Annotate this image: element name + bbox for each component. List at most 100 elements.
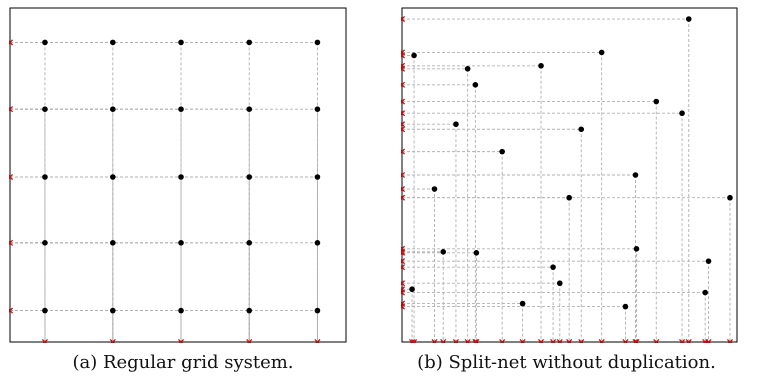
regular-grid-plot [9, 7, 347, 343]
x-axis-split-marker [632, 338, 639, 343]
x-marker-stroke [599, 338, 605, 343]
y-axis-split-marker [401, 65, 406, 72]
data-point [566, 194, 572, 201]
data-point [499, 148, 505, 155]
data-points [42, 39, 321, 314]
data-point [178, 174, 184, 180]
x-axis-split-marker [685, 338, 692, 343]
x-marker-stroke [551, 338, 557, 343]
data-point [42, 39, 48, 46]
x-axis-split-marker [633, 338, 640, 343]
y-axis-split-marker [401, 110, 406, 117]
y-axis-split-marker [9, 106, 14, 113]
x-marker-stroke [401, 245, 406, 251]
x-marker-stroke [401, 289, 406, 295]
y-axis-split-marker [401, 15, 406, 23]
x-marker-stroke [401, 52, 406, 58]
x-axis-split-marker [473, 338, 480, 343]
data-point [178, 240, 184, 246]
x-marker-stroke [9, 307, 14, 313]
x-marker-stroke [728, 338, 734, 343]
x-marker-stroke [9, 173, 14, 179]
x-marker-stroke [9, 39, 14, 45]
data-point [110, 307, 116, 314]
x-marker-stroke [401, 98, 406, 104]
y-axis-split-marker [401, 289, 406, 296]
y-axis-split-marker [9, 173, 14, 181]
x-marker-stroke [401, 121, 406, 127]
data-point [727, 194, 733, 201]
x-axis-split-marker [411, 338, 418, 343]
x-marker-stroke [401, 248, 406, 254]
data-point [314, 240, 321, 246]
data-point [42, 174, 48, 180]
x-marker-stroke [9, 106, 14, 112]
x-marker-stroke [401, 185, 406, 191]
y-axis-split-marker [401, 249, 406, 256]
plot-frame [9, 7, 347, 343]
x-axis-split-marker [566, 338, 573, 343]
x-axis-split-marker [246, 338, 253, 343]
x-marker-stroke [623, 338, 629, 343]
data-point [110, 174, 116, 180]
data-points [409, 16, 733, 310]
x-marker-stroke [9, 239, 14, 245]
guide-lines [402, 18, 731, 342]
x-axis-split-marker [705, 338, 712, 343]
x-axis-split-marker [464, 338, 471, 343]
data-point [178, 307, 184, 314]
x-axis-split-marker [452, 338, 459, 343]
y-axis-split-marker [401, 52, 406, 59]
x-marker-stroke [706, 338, 712, 343]
y-axis-split-marker [9, 239, 14, 246]
x-marker-stroke [500, 338, 506, 343]
x-marker-stroke [401, 258, 406, 264]
x-marker-stroke [654, 338, 660, 343]
x-marker-stroke [474, 338, 480, 343]
x-marker-stroke [633, 338, 639, 343]
x-axis-split-marker [556, 338, 563, 343]
data-point [178, 39, 184, 46]
axis-markers [9, 39, 321, 343]
x-axis-split-marker [519, 338, 526, 343]
x-marker-stroke [473, 338, 479, 343]
split-net-plot [401, 7, 738, 343]
x-axis-split-marker [314, 338, 321, 343]
x-marker-stroke [401, 303, 406, 309]
data-point [314, 106, 321, 113]
x-axis-split-marker [41, 338, 49, 343]
data-point [246, 174, 253, 180]
x-marker-stroke [401, 81, 406, 87]
y-axis-split-marker [401, 280, 406, 287]
data-point [110, 106, 116, 113]
x-marker-stroke [401, 249, 406, 255]
x-marker-stroke [401, 264, 406, 270]
x-axis-split-marker [499, 338, 506, 343]
y-axis-split-marker [401, 248, 406, 255]
panel-split-net [401, 7, 738, 343]
data-point [538, 62, 544, 69]
x-marker-stroke [401, 148, 406, 154]
y-axis-split-marker [401, 258, 406, 265]
data-point [598, 49, 605, 56]
data-point [632, 172, 639, 178]
y-axis-split-marker [401, 264, 406, 271]
x-marker-stroke [401, 65, 406, 71]
x-marker-stroke [686, 338, 692, 343]
data-point [314, 39, 321, 46]
y-axis-split-marker [401, 171, 406, 179]
data-point [702, 289, 708, 296]
data-point [519, 300, 526, 307]
y-axis-split-marker [9, 39, 14, 46]
x-marker-stroke [401, 62, 406, 68]
x-marker-stroke [567, 338, 573, 343]
x-marker-stroke [634, 338, 640, 343]
caption-split-net: (b) Split-net without duplication. [417, 352, 716, 373]
x-marker-stroke [680, 338, 686, 343]
x-marker-stroke [410, 338, 416, 343]
x-axis-split-marker [679, 338, 686, 343]
x-marker-stroke [401, 171, 406, 177]
x-marker-stroke [401, 194, 406, 200]
x-marker-stroke [539, 338, 545, 343]
x-marker-stroke [401, 300, 406, 306]
